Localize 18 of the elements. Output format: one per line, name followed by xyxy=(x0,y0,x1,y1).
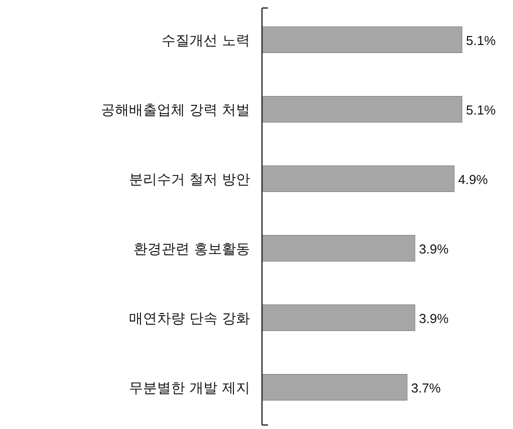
data-label: 3.9% xyxy=(418,241,450,256)
data-label: 3.7% xyxy=(411,380,442,396)
bar xyxy=(262,26,462,53)
y-tick-label: 매연차량 단속 강화 xyxy=(129,310,250,327)
y-tick-label: 분리수거 철저 방안 xyxy=(129,172,250,188)
bar xyxy=(262,374,408,400)
bar xyxy=(262,96,462,122)
data-label: 4.9% xyxy=(458,172,488,187)
data-label: 5.1% xyxy=(466,32,496,48)
y-tick-label: 공해배출업체 강력 처벌 xyxy=(101,102,250,118)
bar xyxy=(262,304,416,331)
y-tick-label: 수질개선 노력 xyxy=(162,32,250,49)
data-label: 5.1% xyxy=(466,102,496,118)
y-tick-label: 무분별한 개발 제지 xyxy=(129,380,250,396)
bar xyxy=(262,235,416,262)
y-tick-label: 환경관련 홍보활동 xyxy=(134,241,250,258)
bar xyxy=(262,166,454,192)
data-label: 3.9% xyxy=(418,310,450,326)
